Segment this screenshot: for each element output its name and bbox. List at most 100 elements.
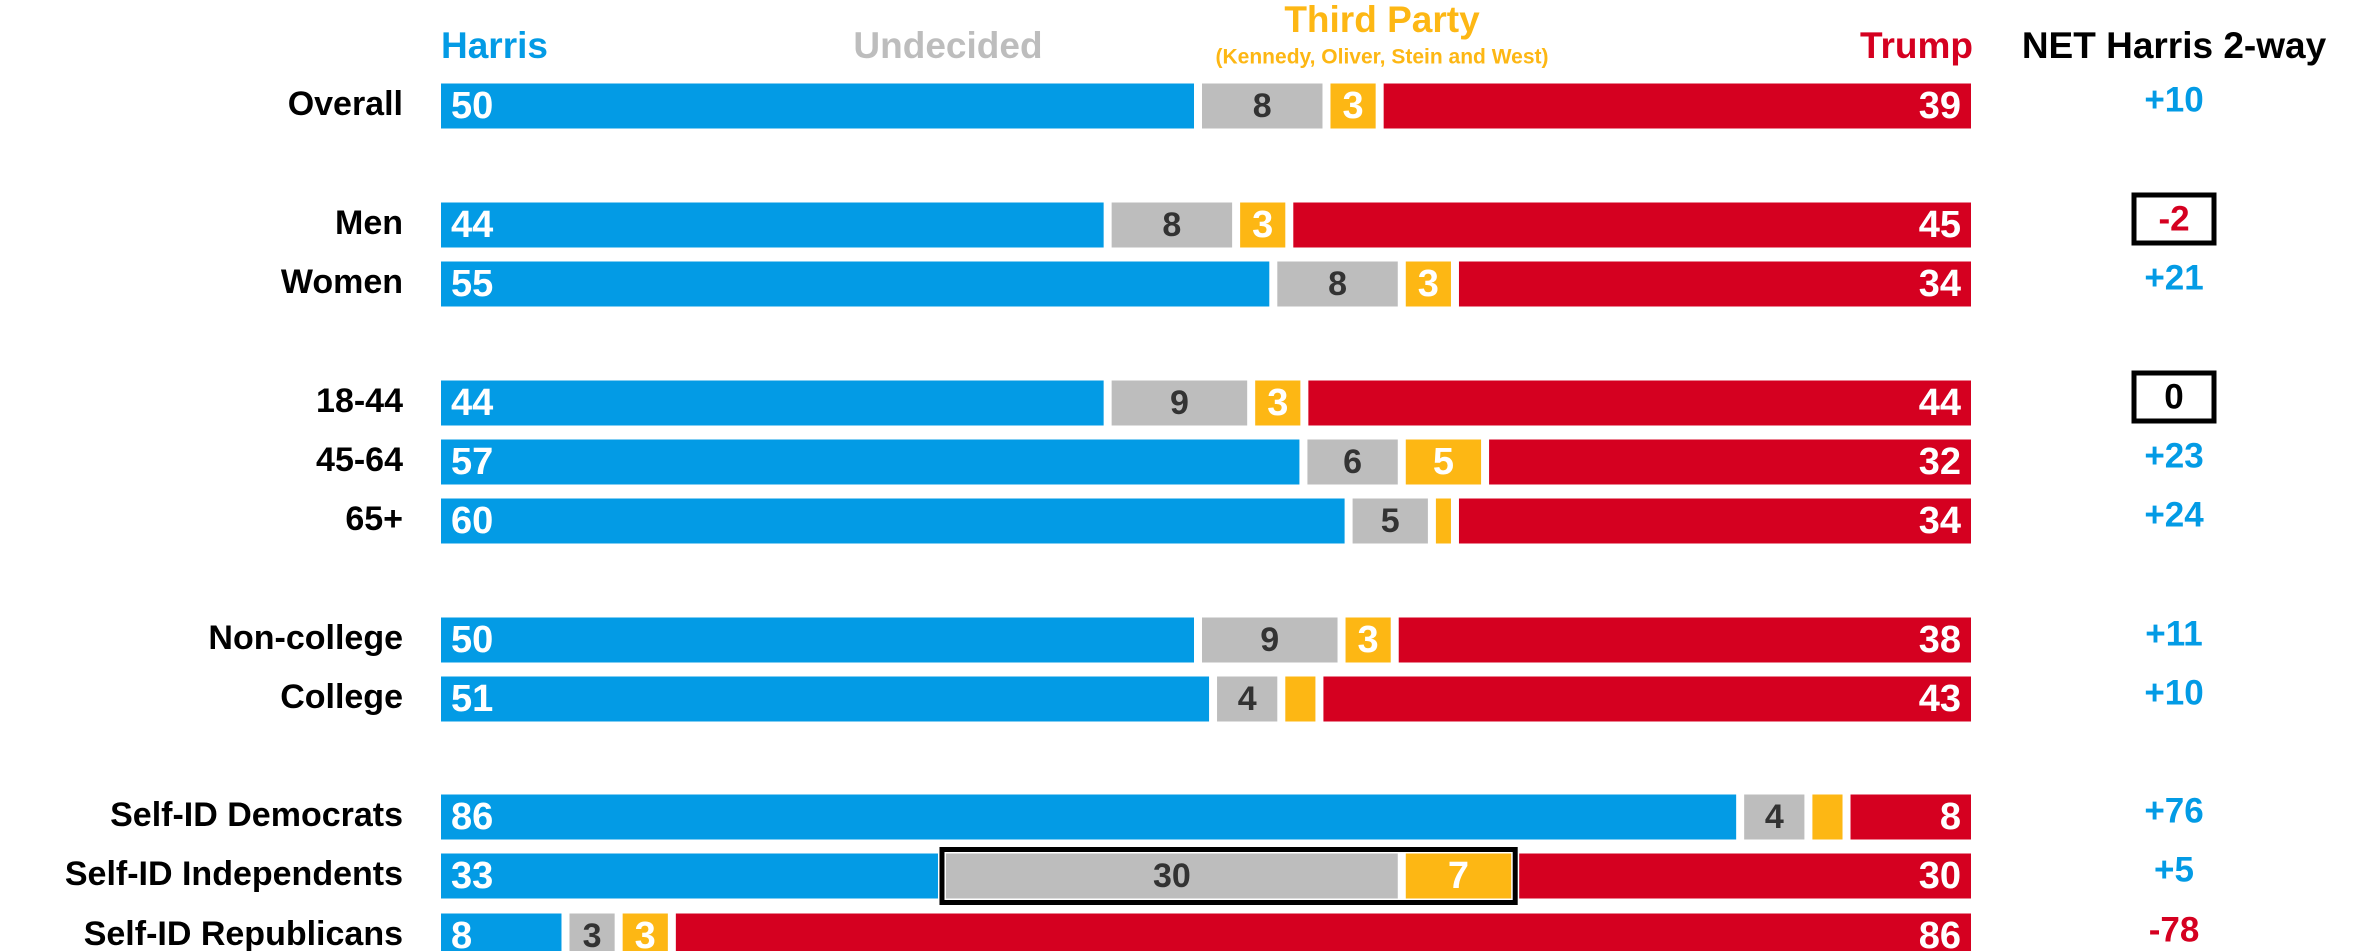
bar-segment	[1398, 617, 1971, 663]
bar-segment	[1285, 676, 1316, 722]
data-label: 9	[1260, 621, 1279, 659]
row-label: Men	[335, 204, 403, 242]
net-value: +24	[2144, 495, 2204, 534]
bar-segment	[1202, 83, 1323, 129]
bar-segment	[441, 202, 1104, 248]
bar-segment	[1352, 498, 1428, 544]
data-label: 30	[1919, 855, 1961, 897]
data-label: 86	[1919, 915, 1961, 951]
bar-segment	[441, 380, 1104, 426]
bar-segment	[1744, 794, 1805, 840]
net-value: +10	[2144, 80, 2203, 119]
legend-undecided: Undecided	[853, 25, 1042, 66]
bar-segment	[1345, 617, 1391, 663]
row-label: Overall	[288, 85, 403, 123]
data-label: 3	[1418, 263, 1439, 305]
bar-segment	[675, 913, 1971, 951]
bar-segment	[1240, 202, 1286, 248]
bar-segment	[441, 913, 562, 951]
net-value: +11	[2145, 614, 2202, 653]
data-label: 4	[1765, 798, 1784, 836]
net-value: -78	[2149, 910, 2200, 949]
data-label: 57	[451, 441, 493, 483]
bar-segment	[1308, 380, 1971, 426]
data-label: 33	[451, 855, 493, 897]
row-label: 65+	[345, 500, 403, 538]
bar-segment	[1277, 261, 1398, 307]
bar-segment	[441, 498, 1345, 544]
data-label: 8	[451, 915, 472, 951]
bar-segment	[945, 853, 1398, 899]
bar-segment	[441, 853, 938, 899]
bar-segment	[1217, 676, 1278, 722]
data-label: 50	[451, 85, 493, 127]
bar-segment	[441, 794, 1737, 840]
row-label: Self-ID Democrats	[110, 796, 403, 834]
legend-trump: Trump	[1860, 25, 1973, 66]
net-value: +10	[2144, 673, 2203, 712]
bar-segment	[569, 913, 615, 951]
data-label: 44	[451, 204, 493, 246]
data-label: 34	[1919, 500, 1961, 542]
bar-segment	[1489, 439, 1971, 485]
bar-segment	[622, 913, 668, 951]
bar-segment	[1405, 439, 1482, 485]
data-label: 3	[1252, 204, 1273, 246]
row-label: Self-ID Republicans	[84, 915, 403, 951]
net-value: +76	[2144, 791, 2203, 830]
data-label: 50	[451, 619, 493, 661]
row-label: 45-64	[316, 441, 403, 479]
data-label: 5	[1381, 502, 1400, 540]
data-label: 6	[1343, 443, 1362, 481]
bar-segment	[1458, 261, 1971, 307]
net-value: 0	[2164, 377, 2183, 416]
bar-segment	[1330, 83, 1376, 129]
data-label: 51	[451, 678, 493, 720]
data-label: 8	[1940, 796, 1961, 838]
bar-segment	[1202, 617, 1338, 663]
bar-segment	[441, 676, 1210, 722]
data-label: 9	[1170, 384, 1189, 422]
bar-segment	[441, 617, 1194, 663]
row-label: Women	[281, 263, 403, 301]
data-label: 30	[1153, 857, 1191, 895]
data-label: 3	[1267, 382, 1288, 424]
data-label: 8	[1253, 87, 1272, 125]
data-label: 44	[451, 382, 493, 424]
row-label: 18-44	[316, 382, 403, 420]
data-label: 8	[1162, 206, 1181, 244]
data-label: 38	[1919, 619, 1961, 661]
bar-segment	[1383, 83, 1971, 129]
bar-segment	[1405, 853, 1512, 899]
data-label: 43	[1919, 678, 1961, 720]
bar-segment	[441, 261, 1270, 307]
data-label: 3	[1358, 619, 1379, 661]
data-label: 55	[451, 263, 493, 305]
data-label: 44	[1919, 382, 1961, 424]
data-label: 60	[451, 500, 493, 542]
bar-segment	[441, 439, 1300, 485]
bar-segment	[1307, 439, 1398, 485]
net-value: -2	[2158, 199, 2189, 238]
data-label: 3	[583, 917, 602, 951]
data-label: 32	[1919, 441, 1961, 483]
bar-segment	[441, 83, 1194, 129]
bar-segment	[1519, 853, 1971, 899]
bar-segment	[1255, 380, 1301, 426]
bar-segment	[1293, 202, 1971, 248]
data-label: 5	[1433, 441, 1454, 483]
data-label: 8	[1328, 265, 1347, 303]
data-label: 3	[635, 915, 656, 951]
bar-segment	[1812, 794, 1843, 840]
highlight-box	[939, 847, 1518, 905]
row-label: College	[280, 678, 403, 716]
legend-third-party-subtitle: (Kennedy, Oliver, Stein and West)	[1216, 46, 1549, 69]
net-box	[2131, 370, 2217, 424]
data-label: 3	[1342, 85, 1363, 127]
legend-harris: Harris	[441, 25, 548, 66]
row-label: Self-ID Independents	[65, 855, 403, 893]
net-value: +5	[2154, 850, 2194, 889]
row-label: Non-college	[208, 619, 403, 657]
data-label: 4	[1238, 680, 1257, 718]
bar-segment	[1111, 202, 1233, 248]
